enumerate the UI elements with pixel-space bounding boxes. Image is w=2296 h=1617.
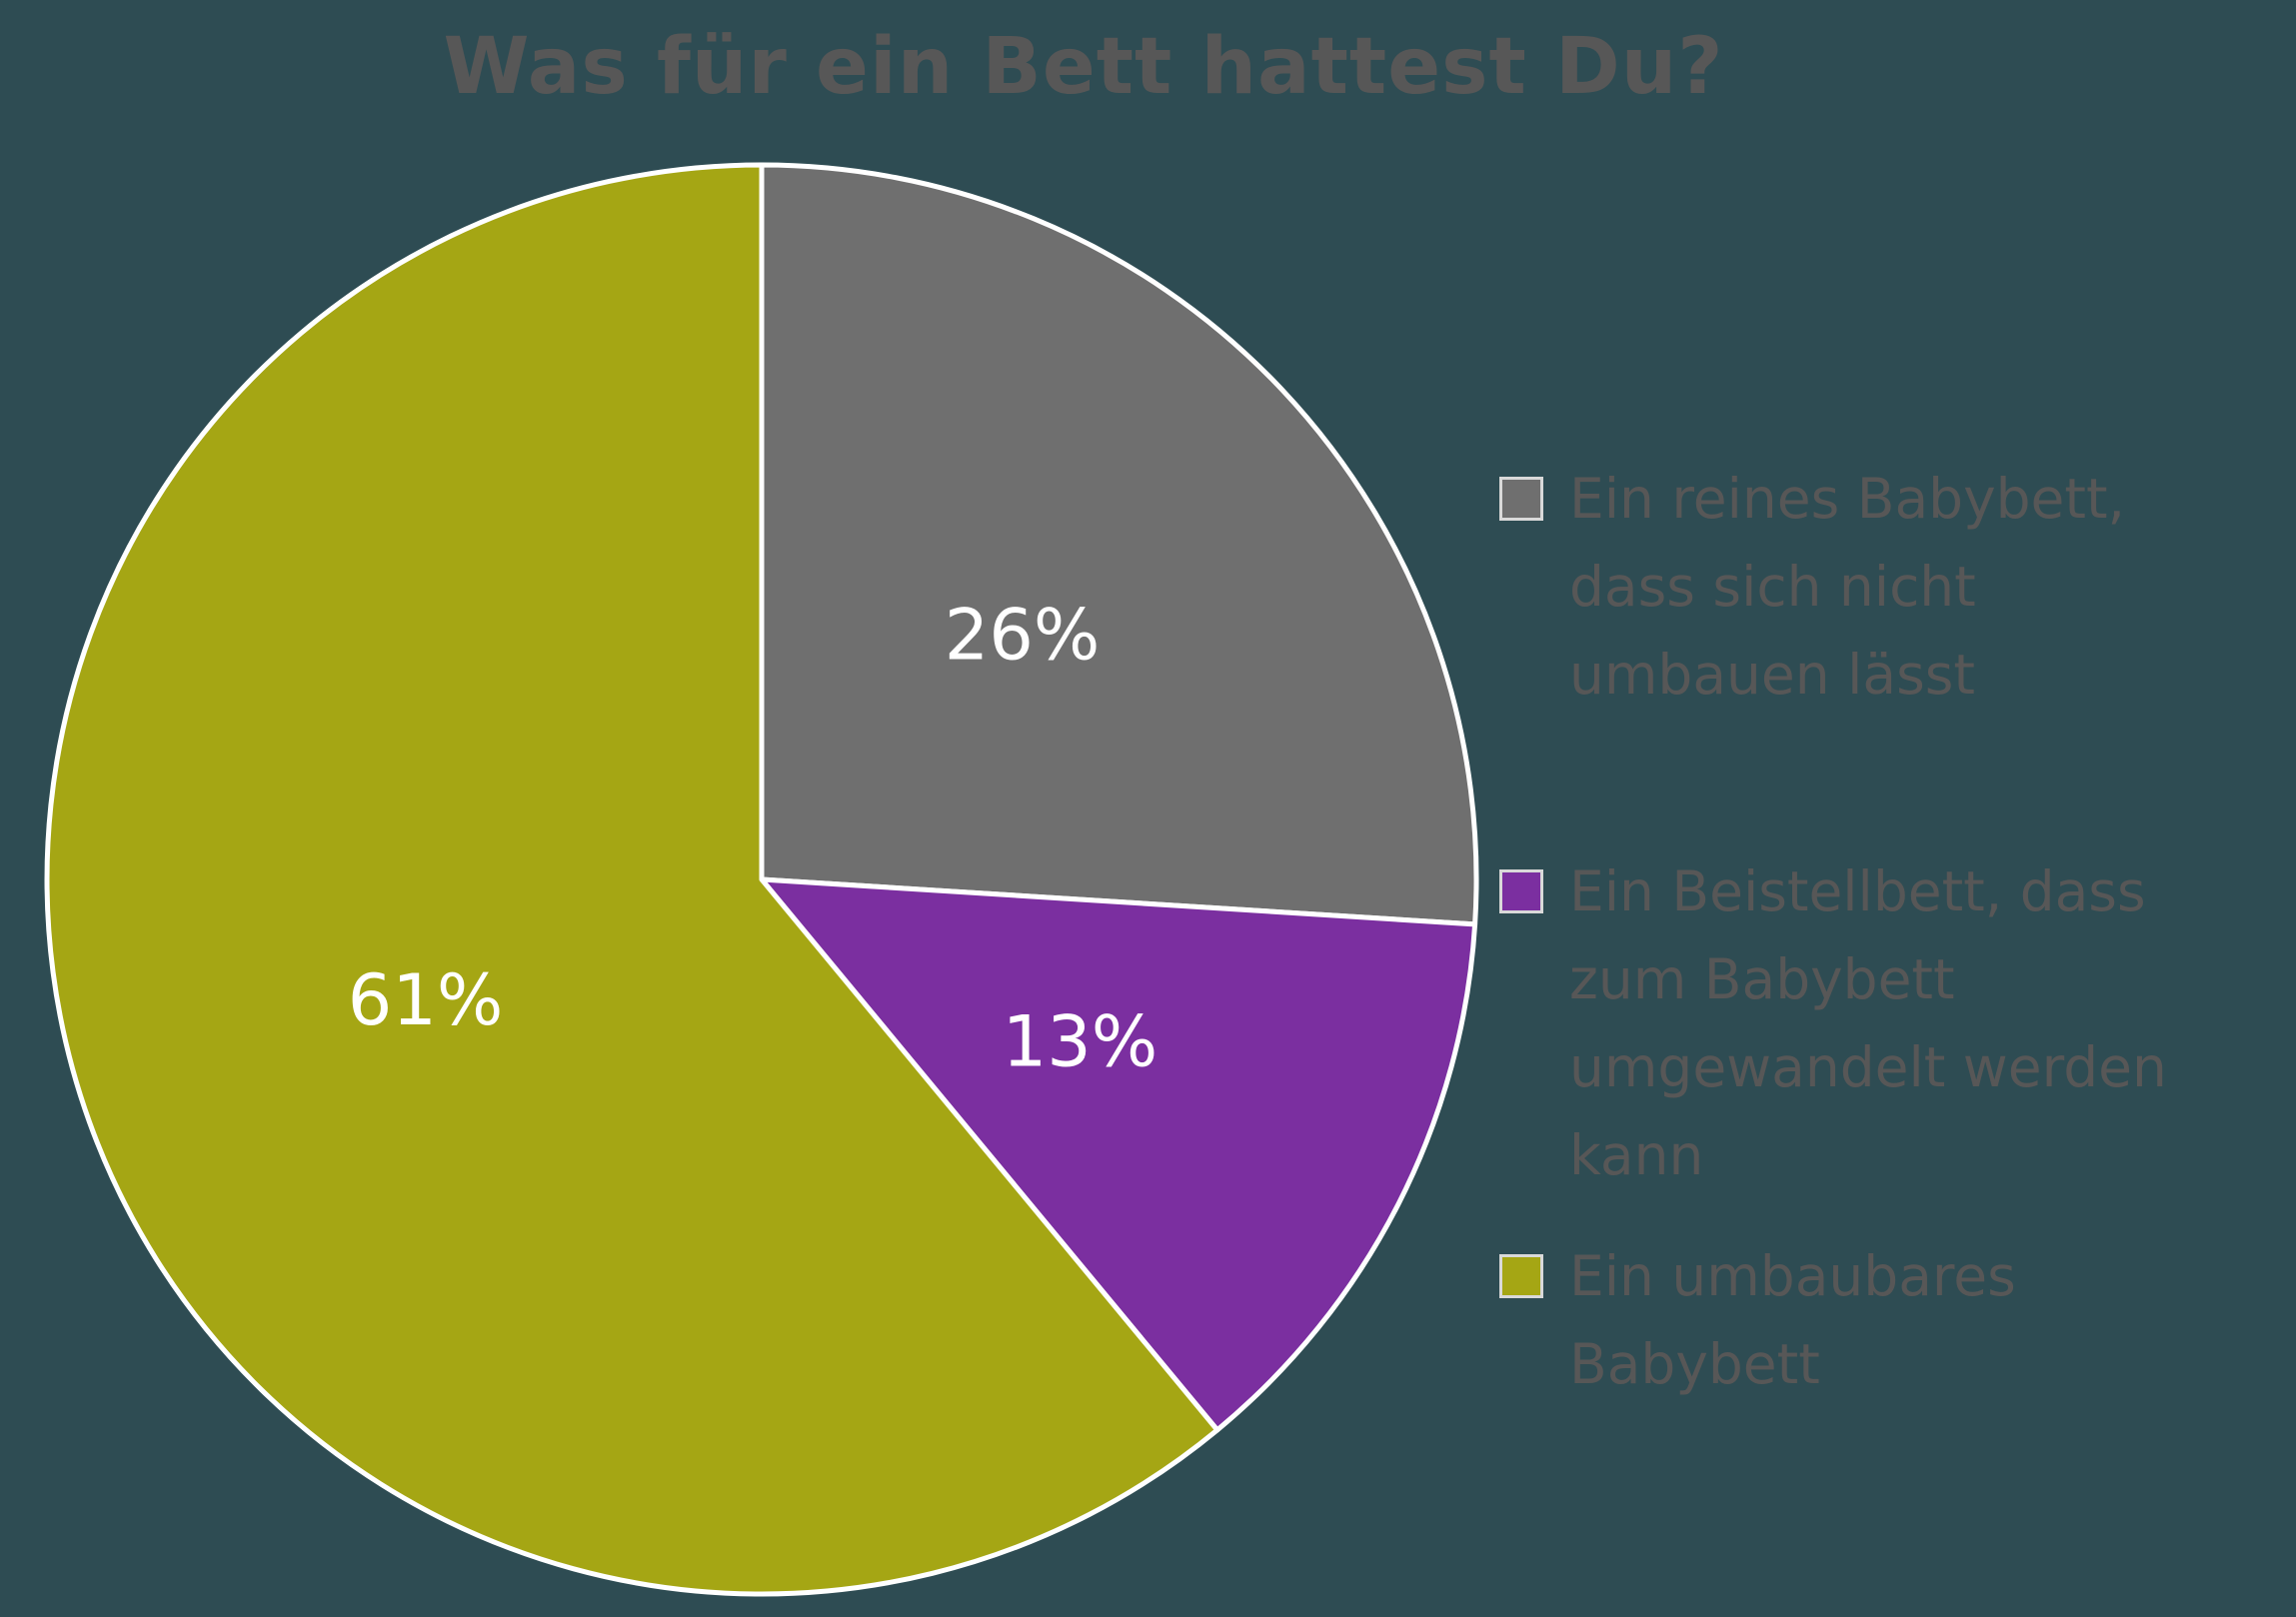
legend-label-line: umbauen lässt [1569, 643, 1975, 707]
legend-item: Ein umbaubares Babybett [1499, 1232, 2249, 1408]
legend-label: Ein Beistellbett, dass zum Babybett umge… [1569, 847, 2249, 1199]
pie-slice [44, 162, 1220, 1597]
legend-label-line: dass sich nicht [1569, 555, 1976, 619]
legend-label-line: Ein umbaubares [1569, 1244, 2016, 1308]
pie-data-label: 26% [945, 594, 1101, 676]
legend-item: Ein Beistellbett, dass zum Babybett umge… [1499, 847, 2249, 1199]
legend-label-line: Ein reines Babybett, [1569, 467, 2125, 531]
legend-label-line: umgewandelt werden [1569, 1035, 2167, 1099]
pie-slice [759, 876, 1478, 1433]
pie-data-label: 61% [348, 959, 504, 1041]
legend-label-line: kann [1569, 1123, 1704, 1187]
legend-label: Ein reines Babybett, dass sich nicht umb… [1569, 455, 2249, 719]
legend-label-line: zum Babybett [1569, 947, 1955, 1011]
chart-title: Was für ein Bett hattest Du? [443, 22, 1724, 112]
pie-data-label: 13% [1003, 1000, 1158, 1082]
legend-label-line: Babybett [1569, 1332, 1820, 1396]
legend-label: Ein umbaubares Babybett [1569, 1232, 2249, 1408]
legend-swatch-icon [1499, 477, 1543, 521]
legend-item: Ein reines Babybett, dass sich nicht umb… [1499, 455, 2249, 719]
legend-label-line: Ein Beistellbett, dass [1569, 859, 2146, 923]
legend-swatch-icon [1499, 1254, 1543, 1298]
legend-swatch-icon [1499, 869, 1543, 913]
pie-slice [759, 162, 1479, 927]
